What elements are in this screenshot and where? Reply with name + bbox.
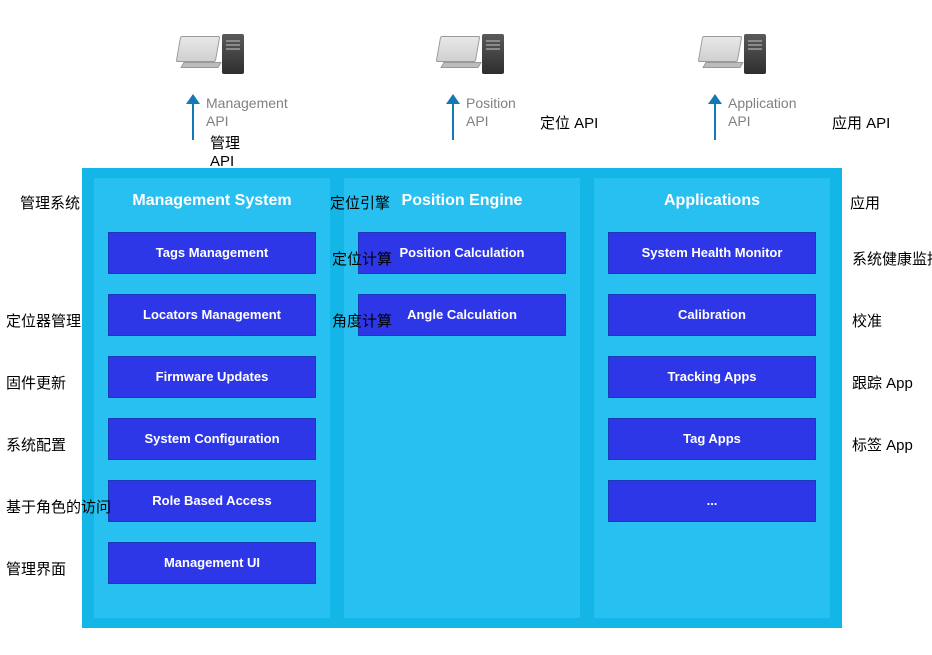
zh-item-apps-1: 校准	[852, 310, 882, 331]
module-item: System Configuration	[108, 418, 316, 460]
zh-item-mgmt-2: 固件更新	[6, 372, 66, 393]
module-item: Firmware Updates	[108, 356, 316, 398]
computer-server-icon	[178, 32, 248, 86]
module-item: System Health Monitor	[608, 232, 816, 274]
zh-item-mgmt-3: 系统配置	[6, 434, 66, 455]
column-zh-applications: 应用	[850, 192, 880, 213]
zh-item-apps-3: 标签 App	[852, 434, 913, 455]
module-item: Calibration	[608, 294, 816, 336]
column-zh-engine: 定位引擎	[330, 192, 390, 213]
column-zh-management: 管理系统	[20, 192, 80, 213]
column-management: Management System Tags Management Locator…	[94, 178, 330, 618]
module-item: Tag Apps	[608, 418, 816, 460]
zh-item-mgmt-4: 基于角色的访问	[6, 496, 111, 517]
api-unit-position: Position API	[418, 32, 508, 86]
zh-item-engine-0: 定位计算	[332, 248, 392, 269]
zh-item-mgmt-5: 管理界面	[6, 558, 66, 579]
arrow-up-icon	[708, 94, 722, 140]
module-item: Tracking Apps	[608, 356, 816, 398]
column-title-applications: Applications	[608, 192, 816, 210]
module-item: ...	[608, 480, 816, 522]
api-label-position: Position API	[466, 94, 516, 130]
column-position-engine: Position Engine Position CalculationAngl…	[344, 178, 580, 618]
module-item: Locators Management	[108, 294, 316, 336]
module-item: Management UI	[108, 542, 316, 584]
arrow-up-icon	[446, 94, 460, 140]
api-unit-management: Management API 管理 API	[158, 32, 248, 86]
arrow-up-icon	[186, 94, 200, 140]
api-row: Management API 管理 API Position API Appli…	[0, 32, 932, 168]
module-item: Role Based Access	[108, 480, 316, 522]
computer-server-icon	[700, 32, 770, 86]
column-applications: Applications System Health Monitor Calibr…	[594, 178, 830, 618]
api-unit-application: Application API	[680, 32, 770, 86]
api-zh-position: 定位 API	[540, 112, 598, 133]
api-zh-management: 管理 API	[210, 132, 248, 170]
zh-item-apps-2: 跟踪 App	[852, 372, 913, 393]
zh-item-mgmt-1: 定位器管理	[6, 310, 81, 331]
zh-item-apps-0: 系统健康监控	[852, 248, 932, 269]
column-title-management: Management System	[108, 192, 316, 210]
api-label-management: Management API	[206, 94, 288, 130]
module-item: Tags Management	[108, 232, 316, 274]
zh-item-engine-1: 角度计算	[332, 310, 392, 331]
api-zh-application: 应用 API	[832, 112, 890, 133]
computer-server-icon	[438, 32, 508, 86]
main-container: Management System Tags Management Locator…	[82, 168, 842, 628]
api-label-application: Application API	[728, 94, 797, 130]
